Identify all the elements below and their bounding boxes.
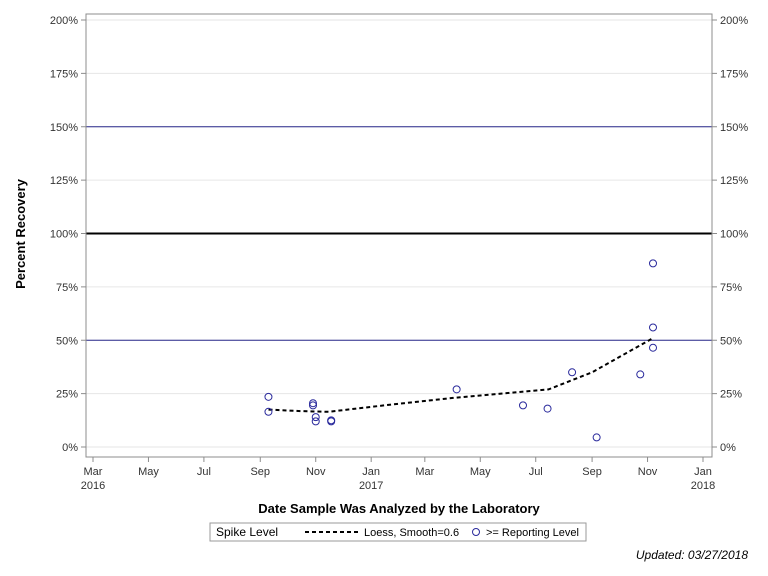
data-point: [264, 407, 273, 416]
x-tick-label: Mar: [84, 466, 103, 478]
x-tick-label: May: [138, 466, 159, 478]
x-axis-title: Date Sample Was Analyzed by the Laborato…: [258, 501, 540, 516]
y-tick-label-left: 25%: [56, 389, 78, 401]
data-point: [311, 413, 320, 422]
y-axis-ticks: 0% 0% 25% 25% 50% 50% 75% 75% 100% 100% 125% 125% 15…: [50, 15, 748, 454]
y-tick-label-left: 75%: [56, 282, 78, 294]
loess-curve: [268, 337, 654, 413]
data-point: [543, 404, 552, 413]
legend-item-loess: Loess, Smooth=0.6: [364, 527, 459, 539]
y-tick-label-right: 200%: [720, 15, 748, 27]
loess-line: [268, 337, 654, 413]
y-tick-label-right: 175%: [720, 68, 748, 80]
x-tick-label: Jan: [362, 466, 380, 478]
y-tick-label-left: 150%: [50, 122, 78, 134]
reference-lines: [86, 126, 712, 341]
y-tick-label-left: 50%: [56, 335, 78, 347]
scatter-points: [264, 259, 657, 442]
legend-title: Spike Level: [216, 525, 278, 539]
data-point: [636, 370, 645, 379]
x-tick-label: Mar: [415, 466, 434, 478]
y-tick-label-right: 50%: [720, 335, 742, 347]
x-axis-ticks: Mar 2016 May Jul Sep Nov Jan 2017 Mar May Jul Sep No…: [81, 457, 715, 492]
legend: Spike Level Loess, Smooth=0.6 >= Reporti…: [209, 522, 587, 542]
data-point: [649, 259, 657, 268]
y-axis-title: Percent Recovery: [13, 178, 28, 289]
x-tick-year-label: 2017: [359, 480, 383, 492]
updated-timestamp: Updated: 03/27/2018: [635, 548, 748, 562]
data-point: [519, 401, 527, 410]
y-tick-label-right: 100%: [720, 229, 748, 241]
x-tick-label: Jul: [197, 466, 211, 478]
data-point: [452, 385, 461, 394]
legend-box: [209, 522, 587, 542]
legend-circle-swatch: [472, 528, 480, 536]
x-tick-label: Jan: [694, 466, 712, 478]
data-point: [309, 401, 317, 410]
y-tick-label-right: 0%: [720, 442, 736, 454]
plot-frame: [85, 13, 713, 458]
data-point: [649, 323, 657, 332]
x-tick-label: Nov: [638, 466, 658, 478]
data-point: [327, 417, 336, 426]
x-tick-year-label: 2018: [691, 480, 715, 492]
y-tick-label-left: 200%: [50, 15, 78, 27]
x-tick-label: Jul: [529, 466, 543, 478]
x-tick-year-label: 2016: [81, 480, 105, 492]
data-point: [568, 368, 577, 377]
data-point: [311, 417, 320, 426]
x-tick-label: Sep: [250, 466, 270, 478]
data-point: [264, 392, 273, 401]
data-point: [649, 343, 657, 352]
x-tick-label: Nov: [306, 466, 326, 478]
legend-item-reporting-level: >= Reporting Level: [486, 527, 579, 539]
x-tick-label: Sep: [582, 466, 602, 478]
data-point: [592, 433, 601, 442]
y-tick-label-left: 0%: [62, 442, 78, 454]
y-tick-label-left: 100%: [50, 229, 78, 241]
y-tick-label-left: 125%: [50, 175, 78, 187]
y-tick-label-right: 25%: [720, 389, 742, 401]
data-point: [309, 399, 317, 408]
x-tick-label: May: [470, 466, 491, 478]
y-tick-label-right: 125%: [720, 175, 748, 187]
y-tick-label-left: 175%: [50, 68, 78, 80]
y-tick-label-right: 75%: [720, 282, 742, 294]
y-tick-label-right: 150%: [720, 122, 748, 134]
